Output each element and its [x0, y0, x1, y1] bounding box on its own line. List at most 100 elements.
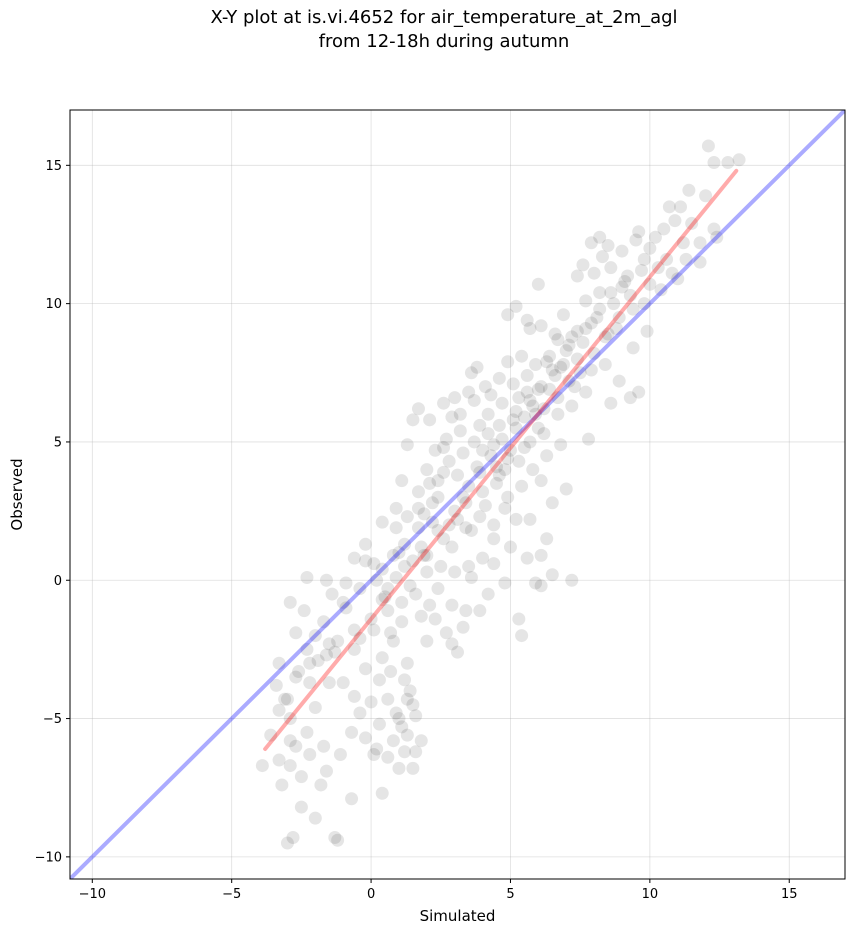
scatter-point: [423, 598, 437, 612]
scatter-point: [381, 692, 395, 706]
scatter-point: [612, 374, 626, 388]
scatter-point: [395, 615, 409, 629]
scatter-point: [640, 324, 654, 338]
scatter-point: [372, 673, 386, 687]
scatter-point: [331, 634, 345, 648]
scatter-point: [579, 294, 593, 308]
scatter-point: [565, 573, 579, 587]
scatter-point: [598, 330, 612, 344]
grid: [70, 110, 845, 879]
scatter-point: [411, 485, 425, 499]
scatter-point: [311, 653, 325, 667]
scatter-point: [470, 460, 484, 474]
scatter-point: [395, 720, 409, 734]
y-tick-label: 5: [54, 435, 62, 450]
scatter-point: [476, 443, 490, 457]
scatter-point: [498, 463, 512, 477]
scatter-point: [448, 391, 462, 405]
scatter-point: [456, 446, 470, 460]
scatter-point: [445, 540, 459, 554]
scatter-point: [395, 474, 409, 488]
scatter-point: [370, 742, 384, 756]
scatter-point: [283, 712, 297, 726]
scatter-point: [629, 233, 643, 247]
scatter-point: [604, 286, 618, 300]
scatter-point: [400, 438, 414, 452]
scatter-point: [372, 717, 386, 731]
scatter-point: [579, 385, 593, 399]
scatter-point: [509, 299, 523, 313]
scatter-point: [576, 258, 590, 272]
scatter-point: [501, 355, 515, 369]
scatter-point: [314, 778, 328, 792]
scatter-point: [411, 501, 425, 515]
scatter-point: [573, 366, 587, 380]
scatter-point: [347, 689, 361, 703]
scatter-point: [453, 424, 467, 438]
scatter-point: [732, 153, 746, 167]
chart-title-line-2: from 12-18h during autumn: [318, 31, 570, 52]
plot-frame: [69, 109, 846, 880]
scatter-point: [545, 496, 559, 510]
scatter-point: [495, 396, 509, 410]
scatter-point: [414, 540, 428, 554]
scatter-point: [618, 275, 632, 289]
scatter-point: [333, 748, 347, 762]
scatter-point: [406, 413, 420, 427]
scatter-point: [437, 532, 451, 546]
scatter-point: [537, 402, 551, 416]
scatter-point: [359, 731, 373, 745]
scatter-point: [481, 427, 495, 441]
scatter-point: [556, 308, 570, 322]
scatter-point: [506, 413, 520, 427]
scatter-point: [554, 438, 568, 452]
scatter-point: [490, 476, 504, 490]
scatter-point: [403, 579, 417, 593]
scatter-point: [278, 692, 292, 706]
scatter-point: [347, 551, 361, 565]
scatter-point: [303, 748, 317, 762]
scatter-point: [648, 230, 662, 244]
scatter-point: [570, 324, 584, 338]
scatter-point: [398, 537, 412, 551]
scatter-point: [676, 236, 690, 250]
scatter-point: [451, 645, 464, 659]
scatter-point: [347, 642, 361, 656]
scatter-point: [584, 316, 598, 330]
scatter-point: [437, 440, 451, 454]
scatter-point: [339, 601, 353, 615]
scatter-point: [467, 435, 481, 449]
scatter-point: [359, 662, 373, 676]
scatter-point: [593, 286, 607, 300]
scatter-point: [406, 554, 420, 568]
scatter-point: [423, 413, 437, 427]
scatter-point: [451, 512, 464, 526]
scatter-point: [515, 349, 529, 363]
scatter-point: [540, 355, 554, 369]
scatter-point: [710, 230, 724, 244]
scatter-point: [490, 460, 504, 474]
scatter-point: [671, 272, 685, 286]
x-tick-label: −10: [79, 887, 106, 902]
x-tick-label: 5: [506, 887, 514, 902]
scatter-point: [286, 831, 300, 845]
y-tick-label: 10: [45, 297, 62, 312]
scatter-point: [523, 322, 537, 336]
scatter-point: [503, 540, 517, 554]
scatter-point: [559, 344, 573, 358]
scatter-point: [308, 811, 322, 825]
scatter-point: [615, 244, 629, 258]
scatter-point: [699, 189, 713, 203]
scatter-point: [662, 200, 676, 214]
scatter-point: [523, 435, 537, 449]
scatter-point: [492, 418, 506, 432]
scatter-point: [604, 396, 618, 410]
scatter-point: [515, 479, 529, 493]
scatter-point: [721, 156, 735, 170]
scatter-point: [417, 507, 431, 521]
scatter-point: [462, 385, 476, 399]
scatter-point: [503, 443, 517, 457]
scatter-point: [701, 139, 715, 153]
scatter-point: [679, 252, 693, 266]
scatter-point: [409, 709, 423, 723]
